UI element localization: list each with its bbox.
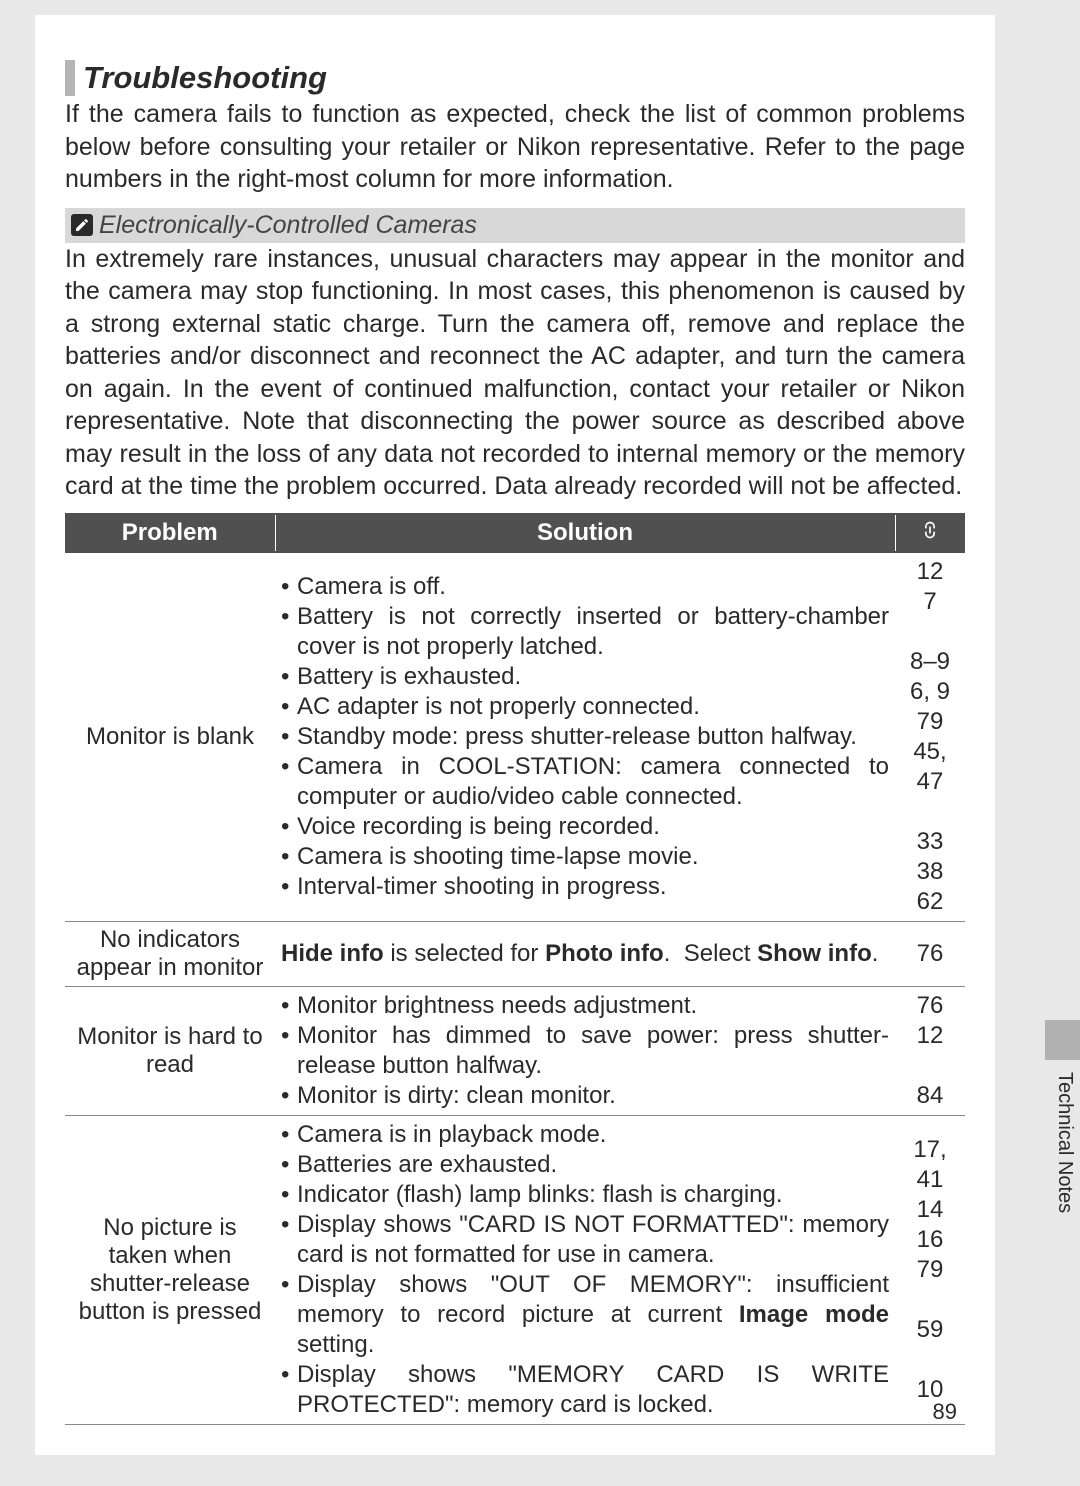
intro-paragraph: If the camera fails to function as expec…	[65, 98, 965, 196]
page-ref-cell: 17, 41141679 59 10	[895, 1115, 965, 1424]
section-title: Troubleshooting	[65, 60, 965, 96]
solution-cell: Camera is in playback mode.Batteries are…	[275, 1115, 895, 1424]
note-body: In extremely rare instances, unusual cha…	[65, 243, 965, 503]
problem-cell: No indicators appear in monitor	[65, 921, 275, 986]
page-ref: 33	[901, 827, 959, 857]
solution-item: AC adapter is not properly connected.	[281, 692, 889, 722]
page-ref: 38	[901, 857, 959, 887]
solution-item: Monitor has dimmed to save power: press …	[281, 1021, 889, 1081]
solution-item: Standby mode: press shutter-release butt…	[281, 722, 889, 752]
pencil-icon	[71, 214, 93, 236]
solution-item: Interval-timer shooting in progress.	[281, 872, 889, 902]
solution-item: Display shows "MEMORY CARD IS WRITE PROT…	[281, 1360, 889, 1420]
solution-item: Monitor is dirty: clean monitor.	[281, 1081, 889, 1111]
solution-item: Monitor brightness needs adjustment.	[281, 991, 889, 1021]
page-ref	[901, 797, 959, 827]
page-ref: 17, 41	[901, 1135, 959, 1195]
page-ref: 12	[901, 1021, 959, 1051]
page-ref: 7	[901, 587, 959, 617]
page-ref: 12	[901, 557, 959, 587]
page-ref	[901, 617, 959, 647]
page-number: 89	[933, 1399, 957, 1425]
table-row: No picture is taken when shutter-release…	[65, 1115, 965, 1424]
solution-item: Battery is not correctly inserted or bat…	[281, 602, 889, 662]
solution-item: Camera is in playback mode.	[281, 1120, 889, 1150]
page-ref-cell: 127 8–96, 97945, 47 333862	[895, 552, 965, 922]
page-ref: 79	[901, 707, 959, 737]
page-ref: 8–9	[901, 647, 959, 677]
solution-item: Display shows "CARD IS NOT FORMATTED": m…	[281, 1210, 889, 1270]
side-section-label: Technical Notes	[1053, 1072, 1076, 1213]
page-ref: 59	[901, 1315, 959, 1345]
solution-item: Voice recording is being recorded.	[281, 812, 889, 842]
page-ref	[901, 1345, 959, 1375]
col-header-solution: Solution	[275, 514, 895, 552]
solution-cell: Camera is off.Battery is not correctly i…	[275, 552, 895, 922]
col-header-problem: Problem	[65, 514, 275, 552]
page-ref: 6, 9	[901, 677, 959, 707]
page-ref: 62	[901, 887, 959, 917]
page-ref: 76	[901, 991, 959, 1021]
table-header-row: Problem Solution	[65, 514, 965, 552]
solution-item: Battery is exhausted.	[281, 662, 889, 692]
solution-item: Camera in COOL-STATION: camera connected…	[281, 752, 889, 812]
page-link-icon	[919, 519, 941, 541]
page-ref: 14	[901, 1195, 959, 1225]
troubleshooting-table: Problem Solution Monitor is blankCamera …	[65, 513, 965, 1425]
note-header: Electronically-Controlled Cameras	[65, 208, 965, 243]
solution-cell: Hide info is selected for Photo info. Se…	[275, 921, 895, 986]
table-row: Monitor is hard to readMonitor brightnes…	[65, 986, 965, 1115]
page-ref	[901, 1285, 959, 1315]
problem-cell: No picture is taken when shutter-release…	[65, 1115, 275, 1424]
solution-cell: Monitor brightness needs adjustment.Moni…	[275, 986, 895, 1115]
col-header-page	[895, 514, 965, 552]
problem-cell: Monitor is blank	[65, 552, 275, 922]
page-ref: 45, 47	[901, 737, 959, 797]
solution-item: Batteries are exhausted.	[281, 1150, 889, 1180]
table-row: No indicators appear in monitorHide info…	[65, 921, 965, 986]
page-ref: 79	[901, 1255, 959, 1285]
page-ref: 76	[901, 939, 959, 969]
manual-page: Troubleshooting If the camera fails to f…	[35, 15, 995, 1455]
page-ref: 84	[901, 1081, 959, 1111]
solution-item: Display shows "OUT OF MEMORY": insuffici…	[281, 1270, 889, 1360]
page-ref	[901, 1051, 959, 1081]
page-ref: 16	[901, 1225, 959, 1255]
solution-item: Indicator (flash) lamp blinks: flash is …	[281, 1180, 889, 1210]
page-ref-cell: 7612 84	[895, 986, 965, 1115]
side-tab	[1045, 1020, 1080, 1060]
solution-item: Camera is shooting time-lapse movie.	[281, 842, 889, 872]
problem-cell: Monitor is hard to read	[65, 986, 275, 1115]
page-ref-cell: 76	[895, 921, 965, 986]
note-title: Electronically-Controlled Cameras	[99, 211, 477, 240]
solution-item: Camera is off.	[281, 572, 889, 602]
table-row: Monitor is blankCamera is off.Battery is…	[65, 552, 965, 922]
